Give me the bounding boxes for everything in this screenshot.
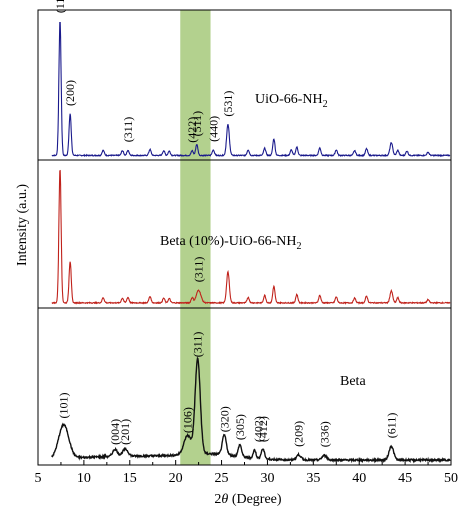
peak-label: (111) <box>53 0 67 13</box>
panel-beta: Beta (101) (004)(201) (106) (311) (320) (305)… <box>51 332 451 464</box>
peak-label: (311) <box>192 257 206 283</box>
x-tick-label: 20 <box>169 471 183 486</box>
peak-label: (422) <box>185 117 199 143</box>
x-tick-label: 40 <box>352 471 366 486</box>
peak-label: (311) <box>191 332 205 358</box>
peak-annotations-beta: (101) (004)(201) (106) (311) (320) (305) (402)… <box>57 332 399 448</box>
series-line-beta-uio-66-nh2 <box>51 169 451 305</box>
peak-annotations-beta-uio-66-nh2: (311) <box>192 257 206 283</box>
peak-label: (412) <box>256 416 270 442</box>
x-tick-label: 35 <box>306 471 320 486</box>
peak-label: (402) <box>251 416 265 442</box>
series-label-beta: Beta <box>340 374 366 389</box>
x-tick-label: 5 <box>35 471 42 486</box>
peak-label: (101) <box>57 392 71 418</box>
peak-label: (311) <box>121 117 135 143</box>
peak-label: (440) <box>206 116 220 142</box>
peak-label: (305) <box>233 414 247 440</box>
peak-label: (511) <box>190 111 204 137</box>
peak-label: (611) <box>384 413 398 439</box>
x-tick-label: 15 <box>123 471 137 486</box>
peak-label: (209) <box>292 421 306 447</box>
x-tick-label: 25 <box>215 471 229 486</box>
series-label-beta-uio-66-nh2: Beta (10%)-UiO-66-NH2 <box>160 234 301 252</box>
x-tick-label: 10 <box>77 471 91 486</box>
series-line-uio-66-nh2 <box>51 21 451 158</box>
peak-label: (531) <box>221 91 235 117</box>
series-line-beta <box>51 356 451 464</box>
peak-label: (106) <box>181 407 195 433</box>
peak-label: (200) <box>63 80 77 106</box>
peak-annotations-uio-66-nh2: (111) (200) (311) (422)(511) (440)(531) <box>53 0 235 143</box>
peak-label: (336) <box>317 421 331 447</box>
x-tick-label: 45 <box>398 471 412 486</box>
peak-label: (201) <box>118 419 132 445</box>
y-axis-label: Intensity (a.u.) <box>15 184 30 266</box>
x-tick-label: 50 <box>444 471 458 486</box>
series-label-uio-66-nh2: UiO-66-NH2 <box>255 92 328 110</box>
peak-label: (004) <box>108 419 122 445</box>
x-axis-label: 2θ (Degree) <box>214 492 281 507</box>
x-tick-label: 30 <box>260 471 274 486</box>
panel-uio: UiO-66-NH2 (111) (200) (311) (422)(511) (440… <box>51 0 451 158</box>
panel-beta-uio: Beta (10%)-UiO-66-NH2 (311) <box>51 169 451 305</box>
x-axis-ticks: 5 10 15 20 25 30 35 40 45 50 <box>35 460 458 486</box>
peak-label: (320) <box>217 406 231 432</box>
